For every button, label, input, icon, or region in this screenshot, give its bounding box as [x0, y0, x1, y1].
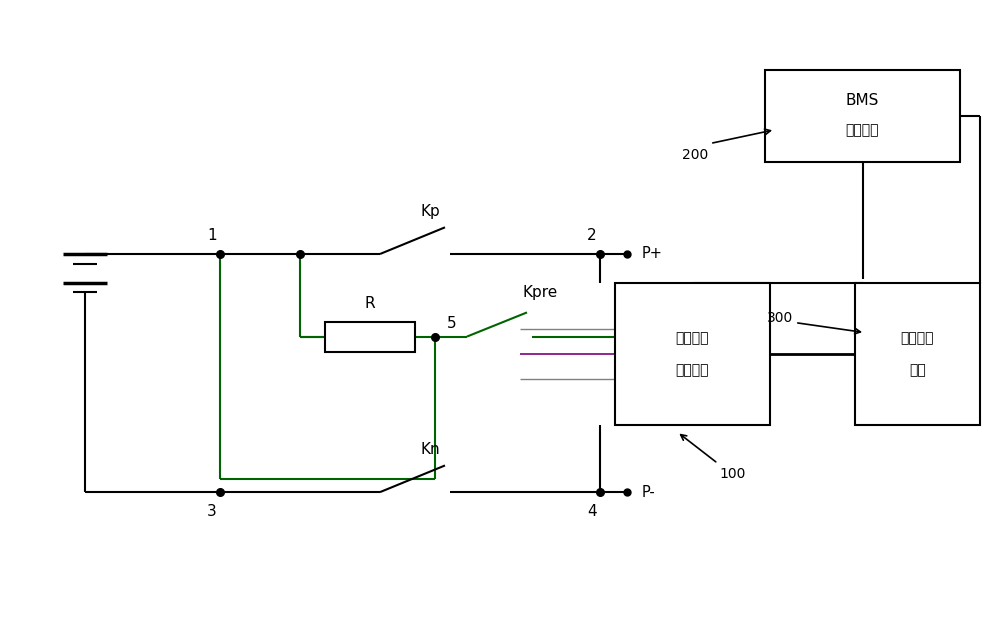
- Text: 200: 200: [682, 148, 708, 162]
- Text: 检测支路: 检测支路: [676, 331, 709, 345]
- Text: Kp: Kp: [420, 204, 440, 219]
- Text: 选择单元: 选择单元: [676, 363, 709, 377]
- Text: 1: 1: [207, 227, 217, 243]
- Bar: [325, 322, 415, 352]
- Text: BMS: BMS: [846, 93, 879, 107]
- Text: R: R: [365, 295, 375, 311]
- Text: 单元: 单元: [909, 363, 926, 377]
- Text: 5: 5: [447, 316, 457, 331]
- Text: 100: 100: [720, 467, 746, 481]
- Text: P+: P+: [642, 246, 663, 262]
- Bar: [615, 283, 770, 425]
- Bar: [765, 70, 960, 162]
- Text: 2: 2: [587, 227, 597, 243]
- Text: 4: 4: [587, 504, 597, 519]
- Text: 电压检测: 电压检测: [901, 331, 934, 345]
- Text: 控制单元: 控制单元: [846, 123, 879, 137]
- Text: Kn: Kn: [420, 442, 440, 457]
- Text: 300: 300: [767, 311, 793, 325]
- Text: 3: 3: [207, 504, 217, 519]
- Text: P-: P-: [642, 485, 656, 500]
- Bar: [855, 283, 980, 425]
- Text: Kpre: Kpre: [522, 284, 558, 300]
